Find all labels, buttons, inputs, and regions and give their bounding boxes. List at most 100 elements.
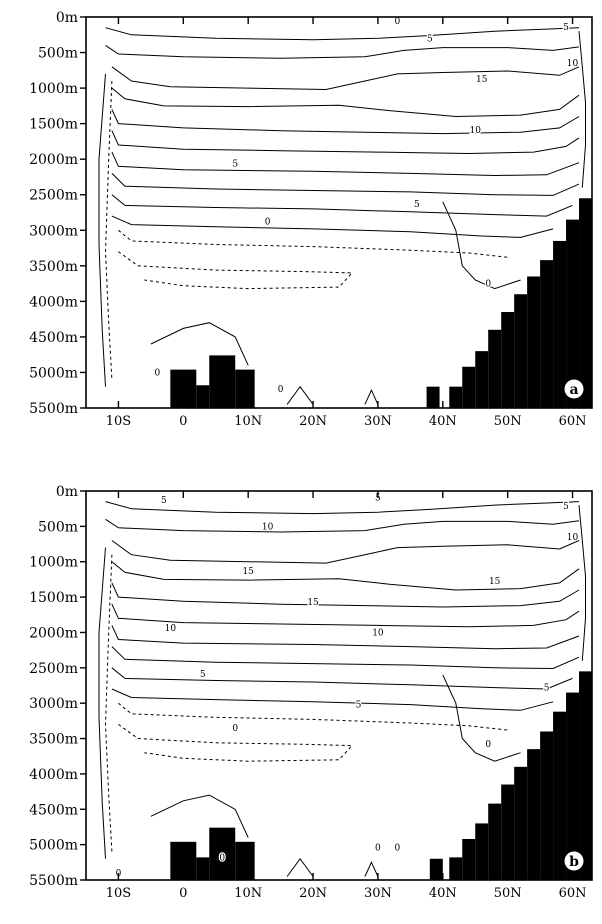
dashed-streamline [118, 229, 508, 258]
contour-label: 10 [470, 126, 482, 136]
bathymetry-block [488, 803, 502, 880]
streamline [105, 44, 580, 59]
contour-label: 0 [485, 740, 491, 750]
streamline [150, 322, 249, 366]
bathymetry-block [196, 857, 210, 880]
x-tick-label: 10S [106, 414, 131, 429]
streamline [105, 501, 580, 515]
contour-label: 5 [563, 502, 569, 512]
bathymetry-block [553, 240, 567, 408]
y-tick-label: 1000m [29, 555, 78, 571]
bathymetry-block [475, 351, 489, 408]
streamline [111, 561, 580, 591]
y-tick-label: 3500m [29, 259, 78, 275]
x-tick-label: 50N [494, 886, 522, 901]
contour-label: 0 [375, 843, 381, 853]
y-tick-label: 2500m [29, 661, 78, 677]
y-tick-label: 2500m [29, 188, 78, 204]
contour-label: 0 [232, 724, 238, 734]
bathymetry-block [553, 711, 567, 880]
plot-frame [85, 16, 593, 409]
contour-label: 5 [563, 23, 569, 33]
streamline [286, 857, 314, 877]
contour-label: 5 [544, 684, 550, 694]
contour-label: 0 [219, 853, 225, 863]
streamline [578, 31, 586, 188]
contour-label: 10 [567, 533, 579, 543]
x-tick-label: 30N [364, 886, 392, 901]
y-tick-label: 5000m [29, 838, 78, 854]
streamline [111, 130, 580, 155]
bathymetry-block [540, 260, 554, 408]
streamline [111, 66, 580, 91]
streamline [105, 27, 580, 41]
bathymetry-block [462, 366, 476, 408]
x-tick-label: 40N [429, 886, 457, 901]
bathymetry-block [488, 329, 502, 408]
x-tick-label: 40N [429, 414, 457, 429]
y-tick-label: 5500m [29, 873, 78, 889]
contour-label: 5 [375, 494, 381, 504]
panel-a: 0 5 5 10 15 10 5 5 0 0 0 0 0m 500m 1000m 1500m 2000m 2500… [29, 10, 593, 429]
plot-area: 0 5 5 10 15 10 5 5 0 0 0 0 [98, 17, 592, 408]
x-tick-label: 60N [559, 414, 587, 429]
y-tick-label: 3000m [29, 696, 78, 712]
y-tick-label: 3500m [29, 732, 78, 748]
streamline [111, 109, 580, 135]
contour-label: 15 [242, 567, 254, 577]
streamline [98, 73, 106, 387]
streamline [578, 505, 586, 661]
bathymetry-block [566, 219, 580, 408]
y-tick-label: 4000m [29, 294, 78, 310]
bathymetry-block [514, 294, 528, 408]
x-tick-label: 10N [234, 886, 262, 901]
x-tick-label: 30N [364, 414, 392, 429]
streamline [111, 667, 573, 690]
bathymetry-block [209, 355, 236, 408]
panel-badge-inner [564, 379, 584, 399]
y-tick-label: 500m [38, 46, 78, 62]
bathymetry-block [449, 857, 463, 880]
streamline [111, 688, 554, 711]
x-tick-label: 60N [559, 886, 587, 901]
bathymetry-block [527, 276, 541, 408]
x-tick-label: 0 [179, 414, 187, 429]
contour-label: 0 [395, 17, 401, 27]
contour-label: 5 [427, 34, 433, 44]
bathymetry-block [235, 369, 255, 408]
contour-label: 10 [262, 522, 274, 532]
bathymetry-block [527, 749, 541, 880]
plot-frame [85, 490, 593, 881]
y-tick-label: 3000m [29, 223, 78, 239]
contour-label: 10 [165, 624, 177, 634]
streamline [286, 385, 314, 405]
contour-label: 15 [307, 598, 319, 608]
bathymetry-block [209, 827, 236, 880]
dashed-streamline [104, 80, 113, 380]
contour-label: 0 [395, 843, 401, 853]
bathymetry-block [426, 386, 440, 408]
contour-label: 0 [265, 218, 271, 228]
streamline [111, 194, 573, 217]
x-tick-label: 50N [494, 414, 522, 429]
contour-label: 5 [414, 200, 420, 210]
bathymetry-block [449, 386, 463, 408]
contour-label: 10 [372, 628, 384, 638]
contour-label: 0 [278, 385, 284, 395]
bathymetry-block [235, 841, 255, 880]
contour-label: 5 [200, 670, 206, 680]
streamline [111, 215, 554, 238]
y-tick-label: 1500m [29, 590, 78, 606]
y-tick-label: 4500m [29, 802, 78, 818]
x-tick-label: 0 [179, 886, 187, 901]
contour-label: 5 [356, 701, 362, 711]
contour-label: 15 [476, 75, 488, 85]
y-tick-label: 1500m [29, 117, 78, 133]
panel-b: 5 5 5 10 10 15 15 15 10 10 5 5 5 0 0 0 0 0 0 0m 500m 1000m 150… [29, 484, 593, 901]
y-tick-label: 0m [56, 484, 78, 500]
bathymetry-block [566, 692, 580, 880]
panel-label: a [569, 382, 578, 398]
contour-label: 10 [567, 59, 579, 69]
dashed-streamline [118, 702, 508, 731]
streamline [98, 547, 106, 859]
